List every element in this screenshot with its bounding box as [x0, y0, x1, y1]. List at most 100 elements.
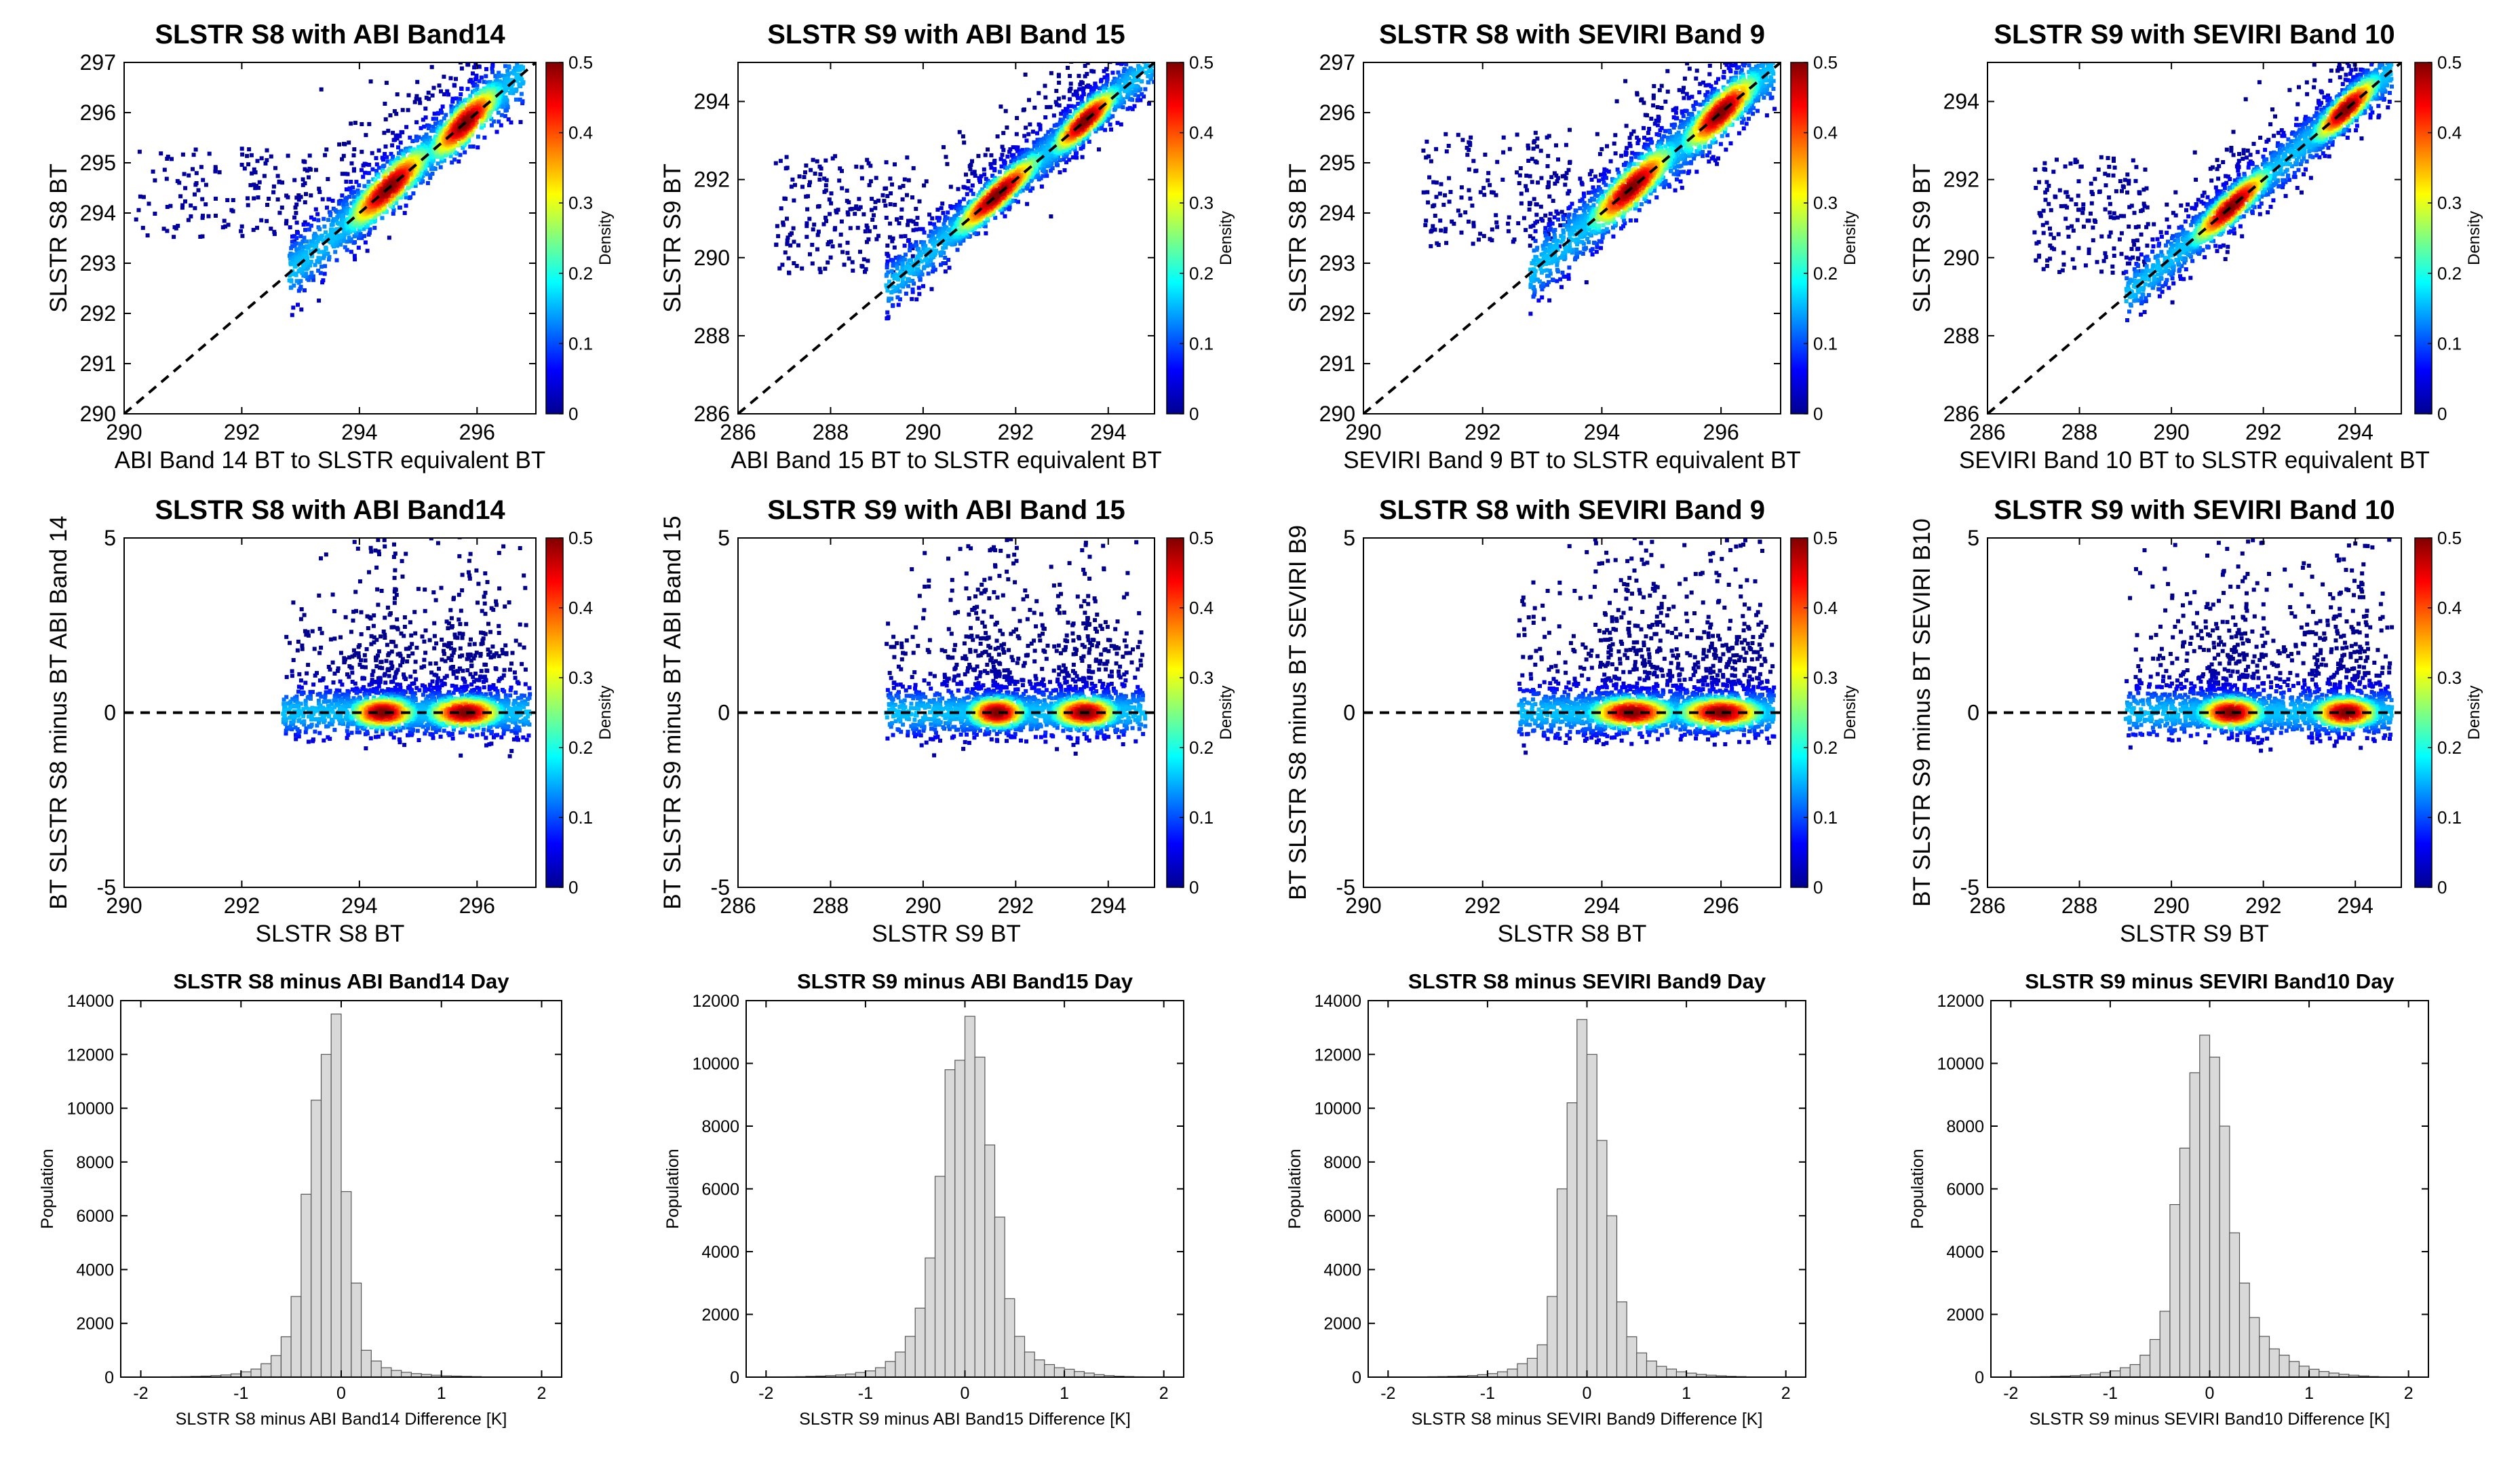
scatter-point — [1000, 153, 1005, 157]
scatter-point — [1028, 189, 1033, 193]
scatter-point — [863, 269, 867, 274]
scatter-point — [1099, 79, 1103, 83]
scatter-point — [1011, 156, 1015, 161]
scatter-point — [1046, 130, 1051, 134]
scatter-point — [917, 274, 922, 279]
scatter-point — [1110, 114, 1115, 119]
scatter-point — [305, 276, 310, 281]
scatter-point — [394, 157, 399, 162]
scatter-point — [407, 195, 412, 200]
scatter-point — [313, 263, 317, 267]
scatter-point — [914, 297, 919, 302]
scatter-point — [949, 206, 954, 210]
scatter-point — [161, 227, 166, 231]
scatter-point — [465, 87, 470, 92]
scatter-point — [805, 207, 810, 212]
scatter-point — [186, 218, 191, 223]
scatter-point — [387, 202, 392, 206]
scatter-point — [815, 247, 819, 252]
scatter-point — [950, 223, 954, 227]
scatter-point — [1013, 155, 1018, 160]
scatter-point — [458, 96, 463, 101]
scatter-point — [351, 168, 356, 173]
scatter-point — [840, 250, 845, 254]
scatter-point — [467, 99, 472, 104]
scatter-point — [1001, 131, 1006, 136]
scatter-point — [322, 271, 327, 276]
scatter-point — [896, 284, 901, 288]
scatter-point — [314, 244, 318, 249]
scatter-point — [839, 219, 844, 224]
scatter-point — [499, 113, 504, 117]
scatter-point — [1074, 155, 1079, 160]
scatter-point — [1045, 104, 1049, 109]
scatter-point — [903, 234, 908, 239]
scatter-point — [1054, 89, 1059, 93]
scatter-point — [895, 217, 899, 222]
scatter-point — [298, 284, 303, 289]
scatter-point — [503, 57, 507, 61]
scatter-point — [804, 194, 809, 199]
scatter-point — [817, 267, 822, 271]
scatter-point — [303, 227, 307, 232]
scatter-point — [921, 242, 926, 247]
scatter-point — [1115, 121, 1120, 126]
scatter-point — [986, 147, 990, 152]
scatter-point — [431, 117, 435, 121]
scatter-point — [348, 187, 353, 192]
scatter-point — [933, 267, 937, 272]
scatter-point — [870, 217, 875, 222]
scatter-point — [788, 243, 793, 248]
scatter-point — [490, 64, 495, 69]
scatter-point — [418, 100, 423, 105]
scatter-point — [322, 224, 327, 229]
scatter-point — [1040, 168, 1045, 173]
scatter-point — [1062, 153, 1066, 158]
scatter-point — [1137, 53, 1141, 57]
scatter-point — [176, 223, 180, 228]
scatter-point — [922, 183, 927, 188]
scatter-point — [1137, 66, 1141, 71]
scatter-point — [517, 29, 521, 33]
scatter-point — [1053, 153, 1058, 157]
scatter-point — [411, 191, 416, 196]
scatter-point — [932, 222, 937, 227]
scatter-point — [466, 62, 471, 67]
scatter-point — [1110, 71, 1115, 75]
scatter-point — [1125, 92, 1130, 96]
scatter-point — [938, 229, 943, 234]
scatter-point — [916, 248, 921, 252]
scatter-point — [924, 179, 929, 184]
scatter-point — [461, 145, 465, 150]
scatter-point — [802, 175, 807, 179]
scatter-point — [1024, 138, 1029, 143]
scatter-point — [494, 57, 498, 61]
scatter-point — [360, 149, 364, 154]
scatter-point — [1017, 152, 1022, 157]
scatter-point — [253, 170, 258, 175]
scatter-point — [389, 151, 393, 156]
scatter-point — [1032, 140, 1036, 144]
scatter-point — [1146, 53, 1150, 57]
scatter-point — [337, 142, 342, 147]
scatter-point — [296, 269, 301, 273]
scatter-point — [813, 171, 817, 176]
scatter-point — [944, 245, 948, 250]
scatter-point — [301, 248, 305, 253]
scatter-point — [1143, 87, 1148, 92]
scatter-point — [201, 178, 206, 182]
scatter-point — [939, 206, 944, 210]
scatter-point — [917, 292, 922, 296]
scatter-point — [1131, 50, 1135, 54]
scatter-point — [868, 163, 873, 168]
x-tick-label: 296 — [459, 420, 495, 444]
scatter-point — [240, 152, 245, 157]
scatter-point — [1086, 98, 1091, 102]
scatter-point — [378, 196, 383, 201]
scatter-point — [1121, 69, 1126, 73]
scatter-point — [277, 210, 282, 215]
scatter-point — [247, 147, 252, 152]
scatter-point — [1058, 158, 1062, 162]
scatter-point — [1062, 114, 1067, 119]
scatter-point — [509, 21, 513, 25]
